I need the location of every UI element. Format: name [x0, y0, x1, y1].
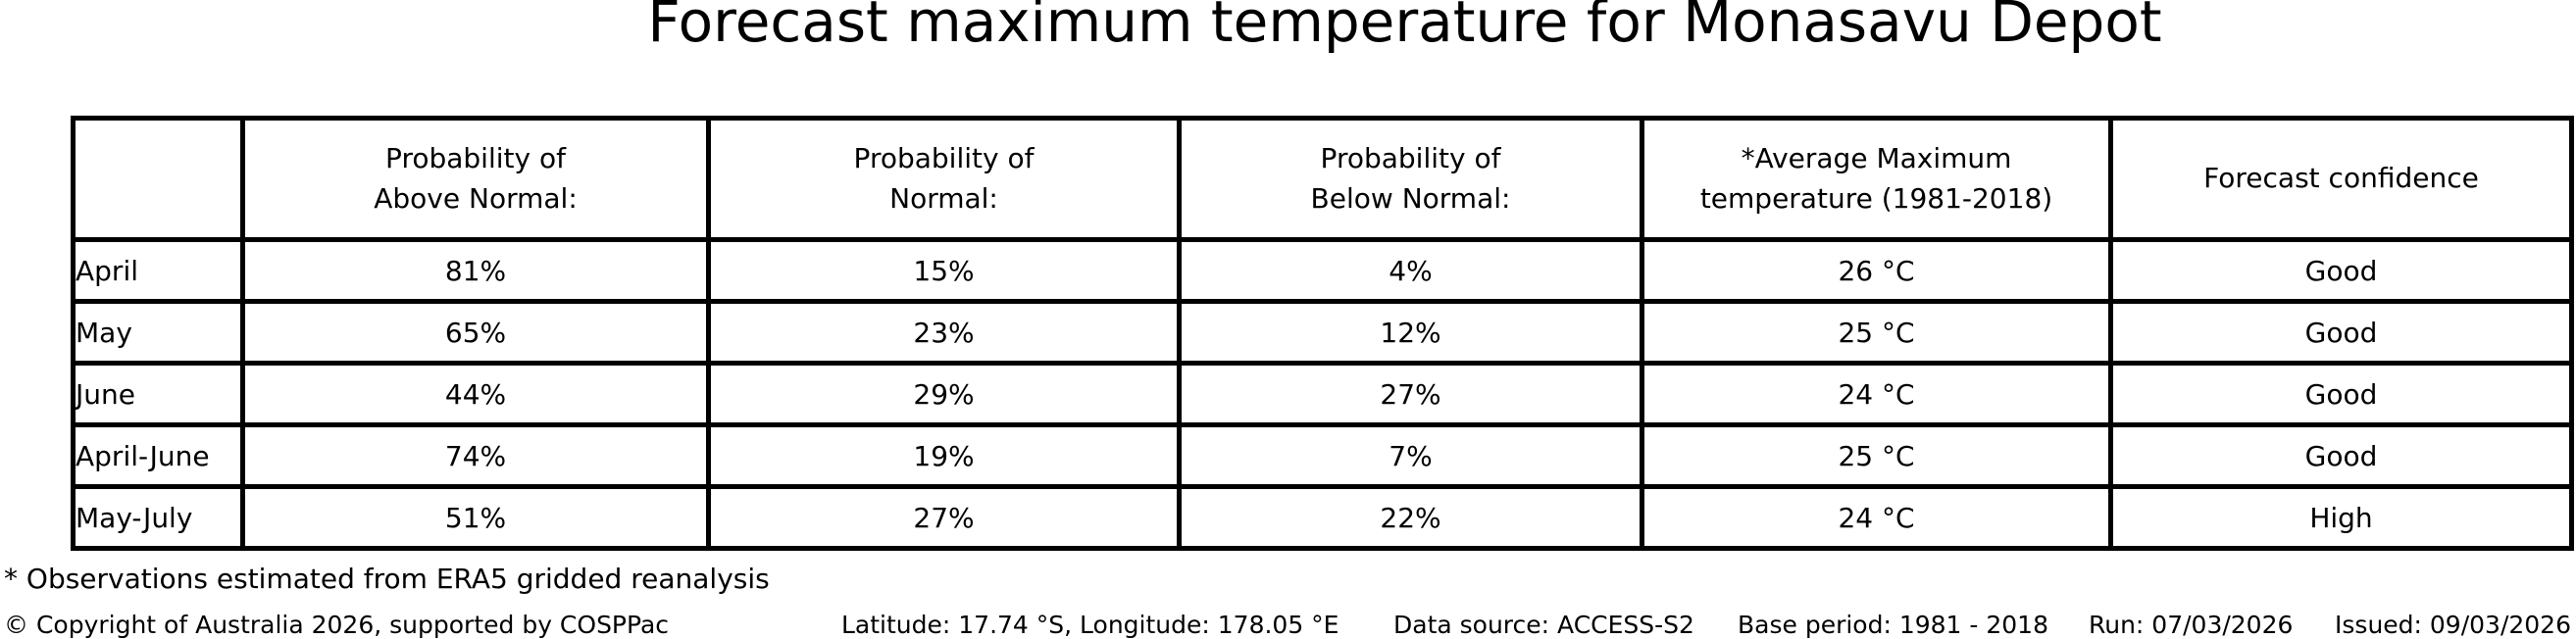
cell-forecast-confidence: Good: [2108, 422, 2574, 489]
lat-long-text: Latitude: 17.74 °S, Longitude: 178.05 °E: [841, 611, 1339, 639]
cell-average-max-temp: 24 °C: [1640, 484, 2113, 551]
cell-below-normal: 7%: [1177, 422, 1644, 489]
cell-average-max-temp: 25 °C: [1640, 299, 2113, 366]
row-header: May: [71, 299, 245, 366]
copyright-text: © Copyright of Australia 2026, supported…: [4, 611, 670, 639]
cell-average-max-temp: 24 °C: [1640, 361, 2113, 427]
table-header-row: Probability of Above Normal: Probability…: [71, 116, 2574, 242]
forecast-table: Probability of Above Normal: Probability…: [71, 116, 2574, 551]
cell-above-normal: 74%: [240, 422, 711, 489]
cell-below-normal: 4%: [1177, 237, 1644, 304]
data-source-text: Data source: ACCESS-S2: [1393, 611, 1694, 639]
cell-forecast-confidence: Good: [2108, 361, 2574, 427]
cell-normal: 15%: [706, 237, 1182, 304]
table-row-may: May 65% 23% 12% 25 °C Good: [71, 299, 2574, 366]
row-header: April-June: [71, 422, 245, 489]
cell-above-normal: 65%: [240, 299, 711, 366]
row-header: April: [71, 237, 245, 304]
observations-footnote: * Observations estimated from ERA5 gridd…: [4, 563, 770, 595]
cell-below-normal: 27%: [1177, 361, 1644, 427]
cell-below-normal: 22%: [1177, 484, 1644, 551]
column-header-above-normal: Probability of Above Normal:: [240, 116, 711, 242]
cell-normal: 27%: [706, 484, 1182, 551]
row-header: June: [71, 361, 245, 427]
cell-normal: 19%: [706, 422, 1182, 489]
cell-forecast-confidence: Good: [2108, 237, 2574, 304]
column-header-normal: Probability of Normal:: [706, 116, 1182, 242]
table-row-april-june: April-June 74% 19% 7% 25 °C Good: [71, 422, 2574, 489]
table-row-june: June 44% 29% 27% 24 °C Good: [71, 361, 2574, 427]
cell-below-normal: 12%: [1177, 299, 1644, 366]
cell-normal: 23%: [706, 299, 1182, 366]
page-title: Forecast maximum temperature for Monasav…: [647, 0, 2162, 55]
column-header-forecast-confidence: Forecast confidence: [2108, 116, 2574, 242]
column-header-below-normal: Probability of Below Normal:: [1177, 116, 1644, 242]
column-header-average-max-temp: *Average Maximum temperature (1981-2018): [1640, 116, 2113, 242]
table-row-may-july: May-July 51% 27% 22% 24 °C High: [71, 484, 2574, 551]
cell-forecast-confidence: Good: [2108, 299, 2574, 366]
table-row-april: April 81% 15% 4% 26 °C Good: [71, 237, 2574, 304]
table-corner-cell: [71, 116, 245, 242]
cell-above-normal: 51%: [240, 484, 711, 551]
cell-forecast-confidence: High: [2108, 484, 2574, 551]
cell-average-max-temp: 25 °C: [1640, 422, 2113, 489]
cell-normal: 29%: [706, 361, 1182, 427]
issued-date-text: Issued: 09/03/2026: [2335, 611, 2571, 639]
base-period-text: Base period: 1981 - 2018: [1738, 611, 2048, 639]
cell-above-normal: 44%: [240, 361, 711, 427]
cell-average-max-temp: 26 °C: [1640, 237, 2113, 304]
row-header: May-July: [71, 484, 245, 551]
cell-above-normal: 81%: [240, 237, 711, 304]
run-date-text: Run: 07/03/2026: [2089, 611, 2294, 639]
